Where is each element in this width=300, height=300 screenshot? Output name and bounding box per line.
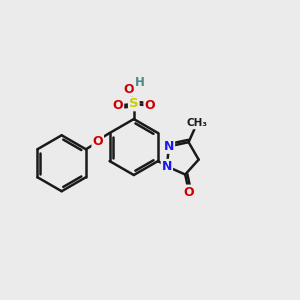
Text: O: O [112, 99, 123, 112]
Text: O: O [123, 82, 134, 95]
Text: O: O [144, 99, 155, 112]
Text: CH₃: CH₃ [187, 118, 208, 128]
Text: O: O [92, 135, 103, 148]
Text: O: O [184, 186, 194, 199]
Text: N: N [164, 140, 174, 153]
Text: S: S [129, 97, 139, 110]
Text: N: N [162, 160, 172, 173]
Text: H: H [135, 76, 145, 89]
